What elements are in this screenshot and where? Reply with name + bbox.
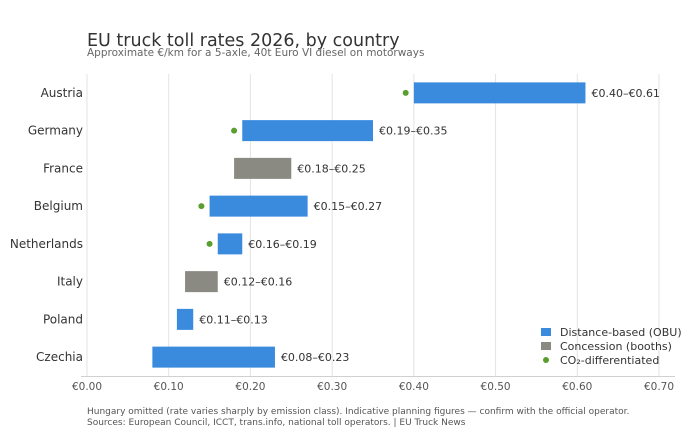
category-label: Germany [28, 124, 83, 138]
grid-lines [86, 74, 660, 376]
footnote-line-2: Sources: European Council, ICCT, trans.i… [87, 418, 466, 428]
co2-point [402, 89, 409, 96]
category-label: Italy [57, 275, 83, 289]
legend: Distance-based (OBU)Concession (booths)C… [541, 326, 682, 367]
x-tick-label: €0.70 [644, 381, 674, 393]
range-label: €0.12–€0.16 [224, 276, 292, 289]
x-tick-label: €0.00 [72, 381, 102, 393]
range-label: €0.11–€0.13 [199, 313, 267, 326]
bars-group [152, 82, 586, 368]
co2-point [206, 240, 213, 247]
chart-title: EU truck toll rates 2026, by country [87, 31, 400, 51]
range-label: €0.15–€0.27 [314, 200, 382, 213]
data-labels-group: €0.40–€0.61 €0.19–€0.35 €0.18–€0.25 €0.15–€… [199, 87, 660, 364]
legend-dot [543, 357, 549, 363]
legend-label: Concession (booths) [560, 340, 672, 353]
x-tick-label: €0.50 [481, 381, 511, 393]
range-label: €0.08–€0.23 [281, 351, 349, 364]
range-bar [209, 195, 308, 217]
legend-label: Distance-based (OBU) [560, 326, 682, 339]
range-label: €0.40–€0.61 [591, 87, 659, 100]
x-tick-label: €0.10 [154, 381, 184, 393]
legend-swatch [541, 342, 551, 350]
range-bar [176, 308, 194, 330]
category-label: Belgium [34, 199, 83, 213]
category-label: Poland [43, 312, 83, 326]
range-bar [413, 82, 586, 104]
x-tick-label: €0.40 [399, 381, 429, 393]
range-label: €0.18–€0.25 [297, 162, 365, 175]
range-label: €0.16–€0.19 [248, 238, 316, 251]
y-axis-categories: Austria Germany France Belgium Netherlands It… [10, 86, 83, 364]
range-bar [217, 233, 243, 255]
legend-label: CO₂-differentiated [560, 354, 659, 367]
range-bar [185, 271, 218, 293]
co2-point [231, 127, 238, 134]
footnote-line-1: Hungary omitted (rate varies sharply by … [87, 407, 629, 417]
co2-points-group [198, 89, 409, 247]
category-label: Netherlands [10, 237, 83, 251]
x-axis: €0.00 €0.10 €0.20 €0.30 €0.40 €0.50 €0.60 €0.70 [72, 376, 675, 393]
range-bar [242, 120, 373, 142]
x-tick-label: €0.30 [317, 381, 347, 393]
category-label: Czechia [36, 350, 83, 364]
category-label: France [43, 161, 83, 175]
range-bar [234, 157, 292, 179]
co2-point [198, 203, 205, 210]
category-label: Austria [41, 86, 83, 100]
range-label: €0.19–€0.35 [379, 125, 447, 138]
x-tick-label: €0.20 [235, 381, 265, 393]
legend-swatch [541, 328, 551, 336]
range-bar [152, 346, 275, 368]
chart-subtitle: Approximate €/km for a 5-axle, 40t Euro … [87, 47, 424, 59]
x-tick-label: €0.60 [562, 381, 592, 393]
